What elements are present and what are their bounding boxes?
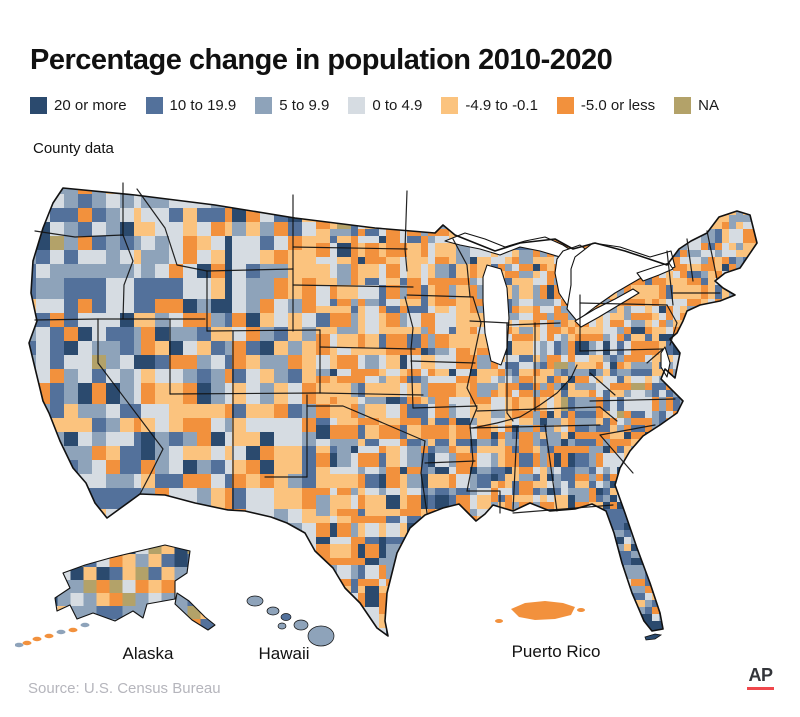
alaska-label: Alaska bbox=[122, 644, 174, 663]
legend-item-1: 10 to 19.9 bbox=[145, 97, 237, 114]
legend-label: 0 to 4.9 bbox=[372, 97, 423, 114]
hawaii-label: Hawaii bbox=[258, 644, 310, 663]
legend-label: NA bbox=[698, 97, 719, 114]
us-county-choropleth-map bbox=[14, 182, 758, 648]
legend-label: 10 to 19.9 bbox=[169, 97, 237, 114]
legend-swatch bbox=[145, 97, 163, 114]
legend-item-2: 5 to 9.9 bbox=[255, 97, 329, 114]
legend-label: 20 or more bbox=[54, 97, 127, 114]
legend-item-5: -5.0 or less bbox=[556, 97, 656, 114]
legend-swatch bbox=[674, 97, 692, 114]
ap-logo-red-bar bbox=[747, 687, 774, 690]
legend-swatch bbox=[30, 97, 47, 114]
puerto-rico-label: Puerto Rico bbox=[511, 642, 601, 661]
legend-swatch bbox=[441, 97, 459, 114]
county-data-note: County data bbox=[33, 140, 114, 157]
legend-item-3: 0 to 4.9 bbox=[348, 97, 422, 114]
legend-swatch bbox=[348, 97, 366, 114]
legend-item-0: 20 or more bbox=[30, 97, 127, 114]
legend-label: 5 to 9.9 bbox=[279, 97, 330, 114]
ap-logo-text: AP bbox=[748, 665, 773, 685]
legend: 20 or more 10 to 19.9 5 to 9.9 0 to 4.9 -4.9… bbox=[30, 97, 738, 114]
legend-label: -5.0 or less bbox=[580, 97, 656, 114]
legend-swatch bbox=[255, 97, 273, 114]
legend-item-4: -4.9 to -0.1 bbox=[441, 97, 538, 114]
legend-label: -4.9 to -0.1 bbox=[465, 97, 538, 114]
map-container bbox=[14, 173, 785, 655]
page-title: Percentage change in population 2010-202… bbox=[30, 44, 613, 76]
source-credit: Source: U.S. Census Bureau bbox=[28, 680, 221, 697]
ap-logo: AP bbox=[747, 665, 774, 690]
legend-swatch bbox=[556, 97, 574, 114]
legend-item-6: NA bbox=[674, 97, 719, 114]
